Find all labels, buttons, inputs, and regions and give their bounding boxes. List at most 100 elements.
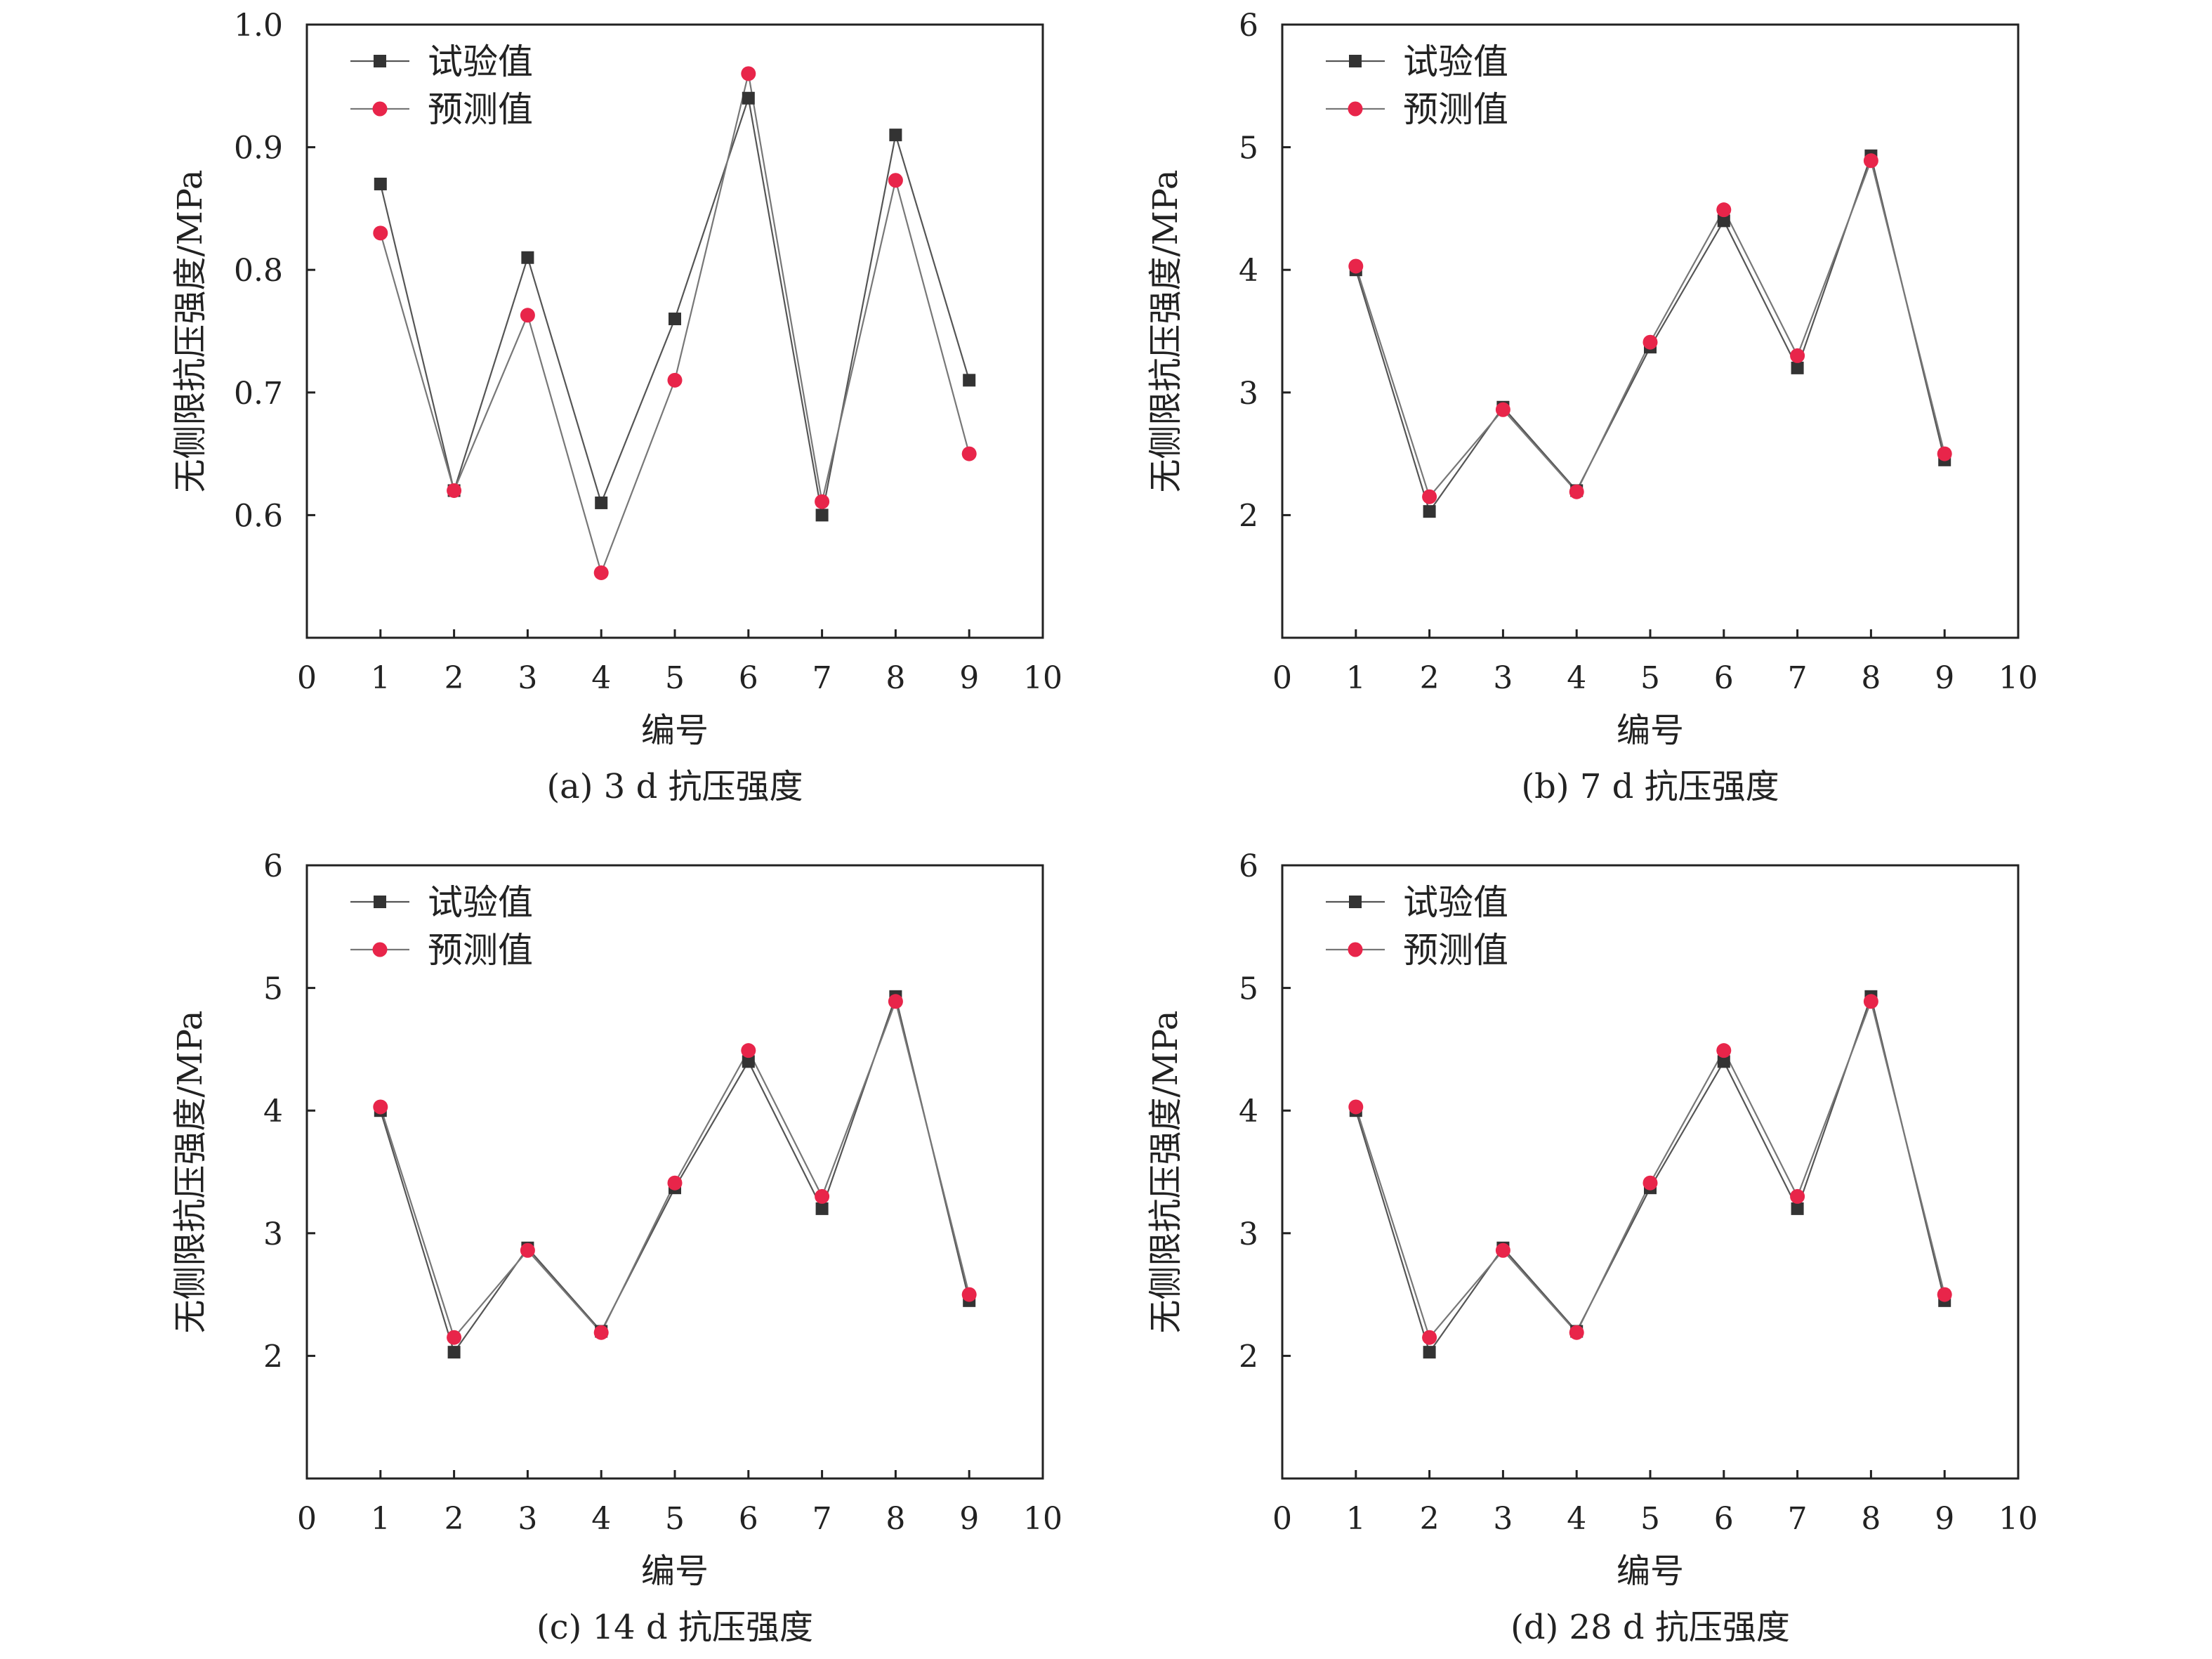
x-tick-label: 10 [1999, 1501, 2038, 1537]
data-point-predicted [961, 1287, 977, 1302]
x-tick-label: 4 [591, 1501, 611, 1537]
series-line-2 [1355, 999, 1946, 1339]
x-tick-label: 7 [812, 660, 832, 696]
legend-marker-circle [1348, 101, 1363, 117]
panel-caption: (b) 7 d 抗压强度 [1521, 767, 1779, 806]
legend-marker-square [374, 55, 386, 67]
legend-label: 预测值 [1403, 89, 1508, 130]
data-point-measured [595, 496, 608, 509]
legend-label: 试验值 [428, 882, 533, 923]
panel-caption: (a) 3 d 抗压强度 [546, 767, 803, 806]
legend-marker-square [1349, 896, 1362, 908]
y-tick-label: 6 [1239, 8, 1258, 44]
data-point-predicted [741, 1043, 756, 1058]
data-point-predicted [1642, 1175, 1658, 1191]
x-tick-label: 7 [1788, 660, 1808, 696]
x-tick-label: 4 [591, 660, 611, 696]
x-tick-label: 2 [445, 660, 464, 696]
x-tick-label: 1 [371, 660, 390, 696]
legend-marker-circle [372, 101, 388, 117]
data-point-predicted [1937, 446, 1952, 461]
legend-marker-square [1349, 55, 1362, 67]
x-tick-label: 6 [1714, 660, 1734, 696]
data-point-predicted [888, 994, 903, 1009]
data-point-measured [1423, 1346, 1436, 1359]
data-point-measured [815, 1202, 829, 1215]
data-point-measured [521, 251, 534, 264]
legend-label: 试验值 [1403, 41, 1508, 82]
data-point-predicted [520, 1242, 535, 1258]
y-tick-label: 0.9 [234, 131, 283, 166]
plot-frame [1281, 23, 2020, 639]
data-point-measured [669, 313, 681, 326]
chart-panel-1: 0 1 2 3 4 5 6 7 8 9 10 0.6 0.7 0.8 0.9 1.0 编号 无侧限抗压强度/MPa… [171, 8, 1062, 806]
data-point-measured [815, 509, 829, 522]
data-point-predicted [1863, 153, 1878, 169]
legend-label: 预测值 [428, 89, 533, 130]
x-tick-label: 0 [1272, 1501, 1292, 1537]
x-tick-label: 3 [518, 1501, 537, 1537]
x-tick-label: 4 [1567, 660, 1586, 696]
y-tick-label: 0.8 [234, 253, 283, 289]
x-tick-label: 0 [297, 1501, 317, 1537]
x-axis-title: 编号 [641, 711, 709, 750]
x-axis-title: 编号 [641, 1552, 709, 1591]
data-point-predicted [593, 1325, 609, 1340]
data-point-predicted [1790, 1188, 1805, 1204]
data-point-measured [742, 91, 755, 105]
data-point-predicted [593, 565, 609, 580]
y-tick-label: 5 [1239, 131, 1258, 166]
x-tick-label: 6 [739, 660, 758, 696]
data-point-predicted [520, 308, 535, 323]
y-axis-title: 无侧限抗压强度/MPa [171, 169, 210, 492]
y-tick-label: 3 [263, 1217, 283, 1252]
x-tick-label: 9 [1935, 660, 1954, 696]
data-point-predicted [961, 446, 977, 461]
series-line-1 [1355, 152, 1946, 513]
data-point-predicted [1642, 334, 1658, 350]
x-tick-label: 5 [665, 660, 685, 696]
x-tick-label: 8 [886, 660, 905, 696]
plot-frame [1281, 864, 2020, 1480]
x-tick-label: 0 [297, 660, 317, 696]
x-tick-label: 6 [1714, 1501, 1734, 1537]
legend-marker-circle [1348, 942, 1363, 957]
legend-label: 试验值 [1403, 882, 1508, 923]
x-tick-label: 9 [959, 1501, 979, 1537]
x-tick-label: 7 [1788, 1501, 1808, 1537]
x-tick-label: 8 [1861, 660, 1881, 696]
panel-caption: (c) 14 d 抗压强度 [536, 1608, 813, 1647]
x-tick-label: 9 [959, 660, 979, 696]
data-point-predicted [1348, 258, 1364, 274]
x-tick-label: 5 [1640, 660, 1660, 696]
x-tick-label: 2 [445, 1501, 464, 1537]
data-point-predicted [373, 225, 388, 241]
x-axis-title: 编号 [1617, 1552, 1684, 1591]
y-tick-label: 2 [263, 1339, 283, 1375]
x-tick-label: 3 [1493, 660, 1513, 696]
y-axis-title: 无侧限抗压强度/MPa [1146, 169, 1185, 492]
series-line-1 [1355, 993, 1946, 1354]
x-tick-label: 6 [739, 1501, 758, 1537]
x-tick-label: 10 [1999, 660, 2038, 696]
data-point-predicted [1716, 1043, 1732, 1058]
y-tick-label: 5 [263, 971, 283, 1007]
series-line-2 [1355, 158, 1946, 499]
plot-frame [305, 23, 1044, 639]
y-tick-label: 1.0 [234, 8, 283, 44]
legend-marker-square [374, 896, 386, 908]
data-point-predicted [1716, 202, 1732, 218]
y-axis-title: 无侧限抗压强度/MPa [1146, 1010, 1185, 1333]
x-tick-label: 0 [1272, 660, 1292, 696]
x-tick-label: 1 [371, 1501, 390, 1537]
data-point-predicted [1495, 402, 1510, 417]
x-tick-label: 5 [1640, 1501, 1660, 1537]
y-tick-label: 0.6 [234, 498, 283, 534]
legend-marker-circle [372, 942, 388, 957]
plot-frame [305, 864, 1044, 1480]
legend-label: 预测值 [428, 930, 533, 971]
x-tick-label: 2 [1420, 1501, 1440, 1537]
data-point-predicted [667, 1175, 683, 1191]
x-tick-label: 7 [812, 1501, 832, 1537]
